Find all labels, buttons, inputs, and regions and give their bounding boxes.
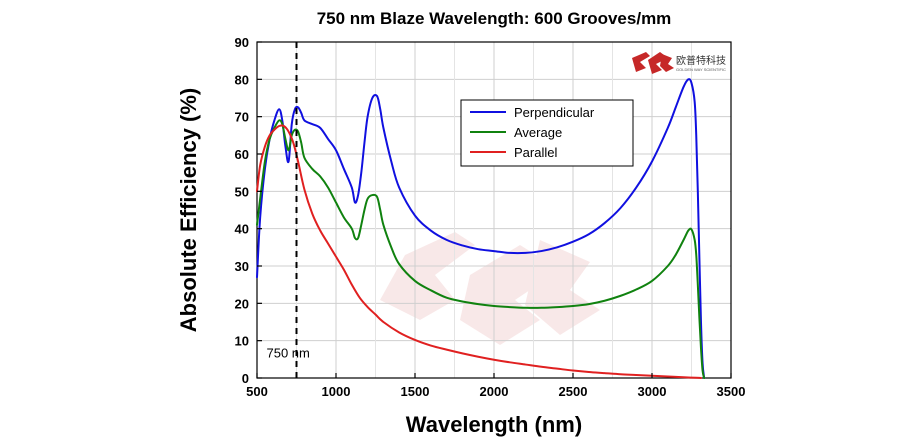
- x-axis-ticks: 500 1000 1500 2000 2500 3000 3500: [246, 373, 745, 399]
- logo-subtext: GOLDEN WAY SCIENTIFIC: [676, 67, 726, 72]
- grid: [256, 41, 732, 379]
- chart-title: 750 nm Blaze Wavelength: 600 Grooves/mm: [317, 9, 672, 28]
- y-tick-label: 80: [235, 72, 249, 87]
- y-tick-label: 10: [235, 334, 249, 349]
- legend-label-parallel: Parallel: [514, 145, 557, 160]
- y-tick-label: 40: [235, 222, 249, 237]
- x-tick-label: 2000: [480, 384, 509, 399]
- legend-items: Perpendicular Average Parallel: [470, 105, 595, 160]
- x-tick-label: 2500: [559, 384, 588, 399]
- legend-label-perpendicular: Perpendicular: [514, 105, 595, 120]
- watermark-logo: [380, 232, 600, 345]
- x-tick-label: 1000: [322, 384, 351, 399]
- y-tick-label: 0: [242, 371, 249, 386]
- y-tick-label: 60: [235, 147, 249, 162]
- legend-label-average: Average: [514, 125, 562, 140]
- series-line-average: [256, 119, 706, 379]
- legend: Perpendicular Average Parallel: [460, 99, 634, 167]
- x-tick-label: 3500: [717, 384, 746, 399]
- y-tick-label: 70: [235, 110, 249, 125]
- series-line-perpendicular: [256, 78, 706, 379]
- y-axis-label: Absolute Efficiency (%): [176, 88, 201, 332]
- company-logo: 欧普特科技 GOLDEN WAY SCIENTIFIC: [632, 52, 726, 74]
- x-tick-label: 500: [246, 384, 268, 399]
- x-tick-label: 3000: [638, 384, 667, 399]
- x-axis-label: Wavelength (nm): [406, 412, 582, 437]
- series-group: [256, 78, 706, 379]
- y-axis-ticks: 0 10 20 30 40 50 60 70 80 90: [235, 35, 262, 386]
- y-tick-label: 90: [235, 35, 249, 50]
- series-line-parallel: [256, 124, 702, 379]
- y-tick-label: 30: [235, 259, 249, 274]
- logo-text: 欧普特科技: [676, 54, 726, 67]
- logo-mark: [632, 52, 674, 74]
- blaze-wavelength-label: 750 nm: [267, 345, 310, 360]
- y-tick-label: 20: [235, 296, 249, 311]
- x-tick-label: 1500: [401, 384, 430, 399]
- y-tick-label: 50: [235, 184, 249, 199]
